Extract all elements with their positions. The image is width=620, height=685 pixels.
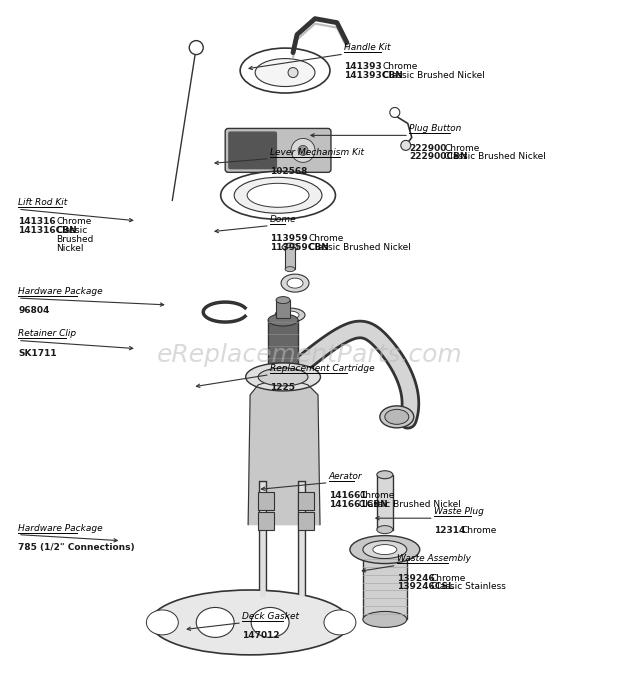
Text: Classic: Classic [56,226,87,235]
Circle shape [288,68,298,77]
Text: Hardware Package: Hardware Package [18,287,103,296]
Text: eReplacementParts.com: eReplacementParts.com [157,343,463,367]
FancyBboxPatch shape [225,128,331,173]
Text: Classic Stainless: Classic Stainless [431,582,505,591]
Text: Handle Kit: Handle Kit [344,43,391,52]
Text: Dome: Dome [270,214,296,223]
Ellipse shape [240,48,330,93]
Text: Classic Brushed Nickel: Classic Brushed Nickel [383,71,485,80]
Text: 113959: 113959 [270,234,308,242]
Text: 96804: 96804 [18,306,50,315]
Circle shape [189,40,203,55]
Ellipse shape [246,363,321,391]
Bar [285,247,295,269]
Ellipse shape [380,406,414,428]
Text: 139246: 139246 [397,573,435,582]
Ellipse shape [247,184,309,208]
Text: 222900: 222900 [409,144,446,153]
Bar [298,492,314,510]
Text: 141661: 141661 [329,491,366,500]
Bar [268,320,298,380]
FancyBboxPatch shape [228,132,277,169]
Circle shape [390,108,400,117]
Ellipse shape [281,311,299,319]
Ellipse shape [268,314,298,326]
Ellipse shape [275,308,305,322]
Text: Waste Assembly: Waste Assembly [397,554,471,563]
Text: Plug Button: Plug Button [409,124,461,134]
Bar [258,512,274,530]
Ellipse shape [363,540,407,558]
Text: Chrome: Chrome [309,234,344,242]
Ellipse shape [363,612,407,627]
Polygon shape [248,377,320,525]
Text: Classic Brushed Nickel: Classic Brushed Nickel [360,500,461,509]
Text: Waste Plug: Waste Plug [434,507,484,516]
Ellipse shape [385,410,409,424]
Ellipse shape [285,266,295,272]
Text: 785 (1/2" Connections): 785 (1/2" Connections) [18,543,135,552]
Ellipse shape [255,59,315,86]
Ellipse shape [197,608,234,638]
Text: SK1711: SK1711 [18,349,56,358]
Ellipse shape [251,608,289,638]
Ellipse shape [281,274,309,292]
Ellipse shape [146,610,179,635]
Text: 139246CSL: 139246CSL [397,582,453,591]
Ellipse shape [373,545,397,555]
Text: 147012: 147012 [242,631,280,640]
Bar [298,512,314,530]
Text: Retainer Clip: Retainer Clip [18,329,76,338]
Text: 141316CBN: 141316CBN [18,226,77,235]
Ellipse shape [221,171,335,219]
Text: 113959CBN: 113959CBN [270,242,329,251]
Text: Chrome: Chrome [56,217,92,227]
Text: Nickel: Nickel [56,244,84,253]
Bar [276,300,290,318]
Text: 141393: 141393 [344,62,382,71]
Ellipse shape [276,297,290,303]
Ellipse shape [324,610,356,635]
Text: Classic Brushed Nickel: Classic Brushed Nickel [309,242,410,251]
Circle shape [401,140,411,151]
Text: 102568: 102568 [270,167,307,176]
Ellipse shape [377,471,393,479]
Ellipse shape [377,525,393,534]
Text: 12314: 12314 [434,526,465,536]
Text: Hardware Package: Hardware Package [18,523,103,532]
Ellipse shape [234,177,322,213]
Text: Chrome: Chrome [360,491,395,500]
Ellipse shape [282,243,298,251]
Ellipse shape [268,375,298,385]
Text: Chrome: Chrome [461,526,497,536]
Ellipse shape [350,536,420,564]
Ellipse shape [287,278,303,288]
Text: Brushed: Brushed [56,235,94,244]
Circle shape [291,138,315,162]
Text: Lift Rod Kit: Lift Rod Kit [18,198,67,207]
Text: 1225: 1225 [270,383,294,392]
Bar [363,549,407,619]
Ellipse shape [151,590,350,655]
Text: Replacement Cartridge: Replacement Cartridge [270,364,374,373]
Bar [377,475,393,530]
Text: 141316: 141316 [18,217,56,227]
Text: Chrome: Chrome [383,62,418,71]
Text: Aerator: Aerator [329,471,362,481]
Text: Chrome: Chrome [445,144,480,153]
Circle shape [298,145,308,155]
Bar [258,492,274,510]
Text: 222900CBN: 222900CBN [409,153,467,162]
Text: Deck Gasket: Deck Gasket [242,612,299,621]
Ellipse shape [258,368,308,386]
Text: 141393CBN: 141393CBN [344,71,403,80]
Text: Lever Mechanism Kit: Lever Mechanism Kit [270,147,364,157]
Text: Classic Brushed Nickel: Classic Brushed Nickel [445,153,546,162]
Text: Chrome: Chrome [431,573,466,582]
Text: 141661CBN: 141661CBN [329,500,388,509]
